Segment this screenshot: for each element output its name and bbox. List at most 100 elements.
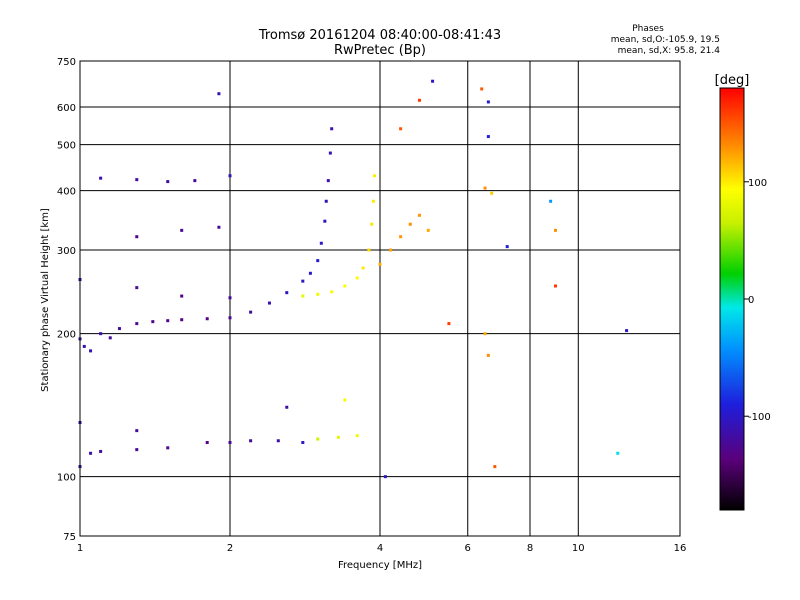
data-point bbox=[417, 213, 421, 217]
colorbar-tick-label: 100 bbox=[748, 178, 767, 189]
data-point bbox=[324, 199, 328, 203]
data-point bbox=[228, 296, 232, 300]
data-point bbox=[205, 441, 209, 445]
data-point bbox=[117, 327, 121, 331]
data-point bbox=[301, 279, 305, 283]
colorbar-ticks: 100 0 -100 bbox=[744, 178, 771, 423]
y-tick-label: 75 bbox=[63, 532, 76, 543]
data-point bbox=[490, 191, 494, 195]
data-point bbox=[549, 199, 553, 203]
data-point bbox=[205, 317, 209, 321]
data-point bbox=[166, 319, 170, 323]
data-point bbox=[135, 429, 139, 433]
data-point bbox=[343, 398, 347, 402]
y-tick-label: 400 bbox=[57, 187, 76, 198]
y-tick-label: 300 bbox=[57, 246, 76, 257]
data-point bbox=[319, 241, 323, 245]
data-point bbox=[135, 178, 139, 182]
x-tick-label: 10 bbox=[572, 543, 585, 554]
y-tick-label: 100 bbox=[57, 473, 76, 484]
data-point bbox=[328, 151, 332, 155]
phases-title: Phases bbox=[632, 24, 664, 34]
colorbar-tick-label: -100 bbox=[748, 412, 771, 423]
data-point bbox=[193, 179, 197, 183]
colorbar-label: [deg] bbox=[715, 73, 750, 88]
data-point bbox=[447, 322, 451, 326]
data-point bbox=[285, 405, 289, 409]
data-point bbox=[330, 290, 334, 294]
data-point bbox=[480, 87, 484, 91]
data-point bbox=[336, 435, 340, 439]
data-point bbox=[301, 294, 305, 298]
data-point bbox=[89, 349, 93, 353]
data-point bbox=[326, 179, 330, 183]
data-point bbox=[355, 276, 359, 280]
data-point bbox=[426, 228, 430, 232]
data-point bbox=[99, 449, 103, 453]
x-tick-label: 1 bbox=[77, 543, 83, 554]
colorbar-tick-label: 0 bbox=[748, 295, 754, 306]
data-point bbox=[99, 176, 103, 180]
data-point bbox=[399, 127, 403, 131]
data-point bbox=[616, 451, 620, 455]
data-point bbox=[166, 180, 170, 184]
data-point bbox=[108, 336, 112, 340]
data-point bbox=[217, 225, 221, 229]
chart-subtitle: RwPretec (Bp) bbox=[334, 43, 426, 58]
data-point bbox=[553, 284, 557, 288]
data-point bbox=[343, 284, 347, 288]
data-point bbox=[228, 174, 232, 178]
data-point bbox=[399, 235, 403, 239]
grid-lines bbox=[80, 60, 681, 536]
x-axis-label: Frequency [MHz] bbox=[338, 560, 422, 571]
data-point bbox=[135, 286, 139, 290]
x-tick-label: 16 bbox=[674, 543, 687, 554]
chart-title: Tromsø 20161204 08:40:00-08:41:43 bbox=[258, 28, 501, 43]
data-point bbox=[249, 439, 253, 443]
colorbar bbox=[719, 87, 745, 511]
data-point bbox=[486, 353, 490, 357]
data-point bbox=[89, 451, 93, 455]
y-tick-label: 750 bbox=[57, 57, 76, 68]
data-point bbox=[361, 266, 365, 270]
data-point bbox=[330, 127, 334, 131]
x-tick-label: 8 bbox=[527, 543, 533, 554]
data-point bbox=[486, 100, 490, 104]
data-point bbox=[486, 135, 490, 139]
phases-x-line: mean, sd,X: 95.8, 21.4 bbox=[618, 46, 721, 56]
data-point bbox=[431, 79, 435, 83]
data-point bbox=[553, 228, 557, 232]
data-point bbox=[151, 320, 155, 324]
data-point bbox=[316, 292, 320, 296]
data-point bbox=[323, 219, 327, 223]
data-point bbox=[383, 475, 387, 479]
x-tick-label: 4 bbox=[377, 543, 383, 554]
y-axis-label: Stationary phase Virtual Height [km] bbox=[40, 208, 51, 392]
y-axis-ticks: 75 100 200 300 400 500 600 750 bbox=[57, 57, 76, 543]
data-point bbox=[371, 199, 375, 203]
data-point bbox=[217, 92, 221, 96]
data-point bbox=[180, 318, 184, 322]
data-point bbox=[166, 446, 170, 450]
data-point bbox=[370, 222, 374, 226]
data-point bbox=[389, 248, 393, 252]
data-point bbox=[285, 291, 289, 295]
data-point bbox=[228, 316, 232, 320]
data-point bbox=[301, 441, 305, 445]
data-point bbox=[135, 322, 139, 326]
data-point bbox=[82, 344, 86, 348]
phases-o-line: mean, sd,O:-105.9, 19.5 bbox=[611, 35, 720, 45]
data-point bbox=[625, 329, 629, 333]
data-point bbox=[483, 332, 487, 336]
data-point bbox=[408, 222, 412, 226]
data-point bbox=[505, 245, 509, 249]
data-point bbox=[135, 448, 139, 452]
data-point bbox=[316, 259, 320, 263]
data-point bbox=[316, 437, 320, 441]
y-tick-label: 500 bbox=[57, 141, 76, 152]
data-point bbox=[228, 441, 232, 445]
data-point bbox=[355, 434, 359, 438]
data-point bbox=[267, 301, 271, 305]
